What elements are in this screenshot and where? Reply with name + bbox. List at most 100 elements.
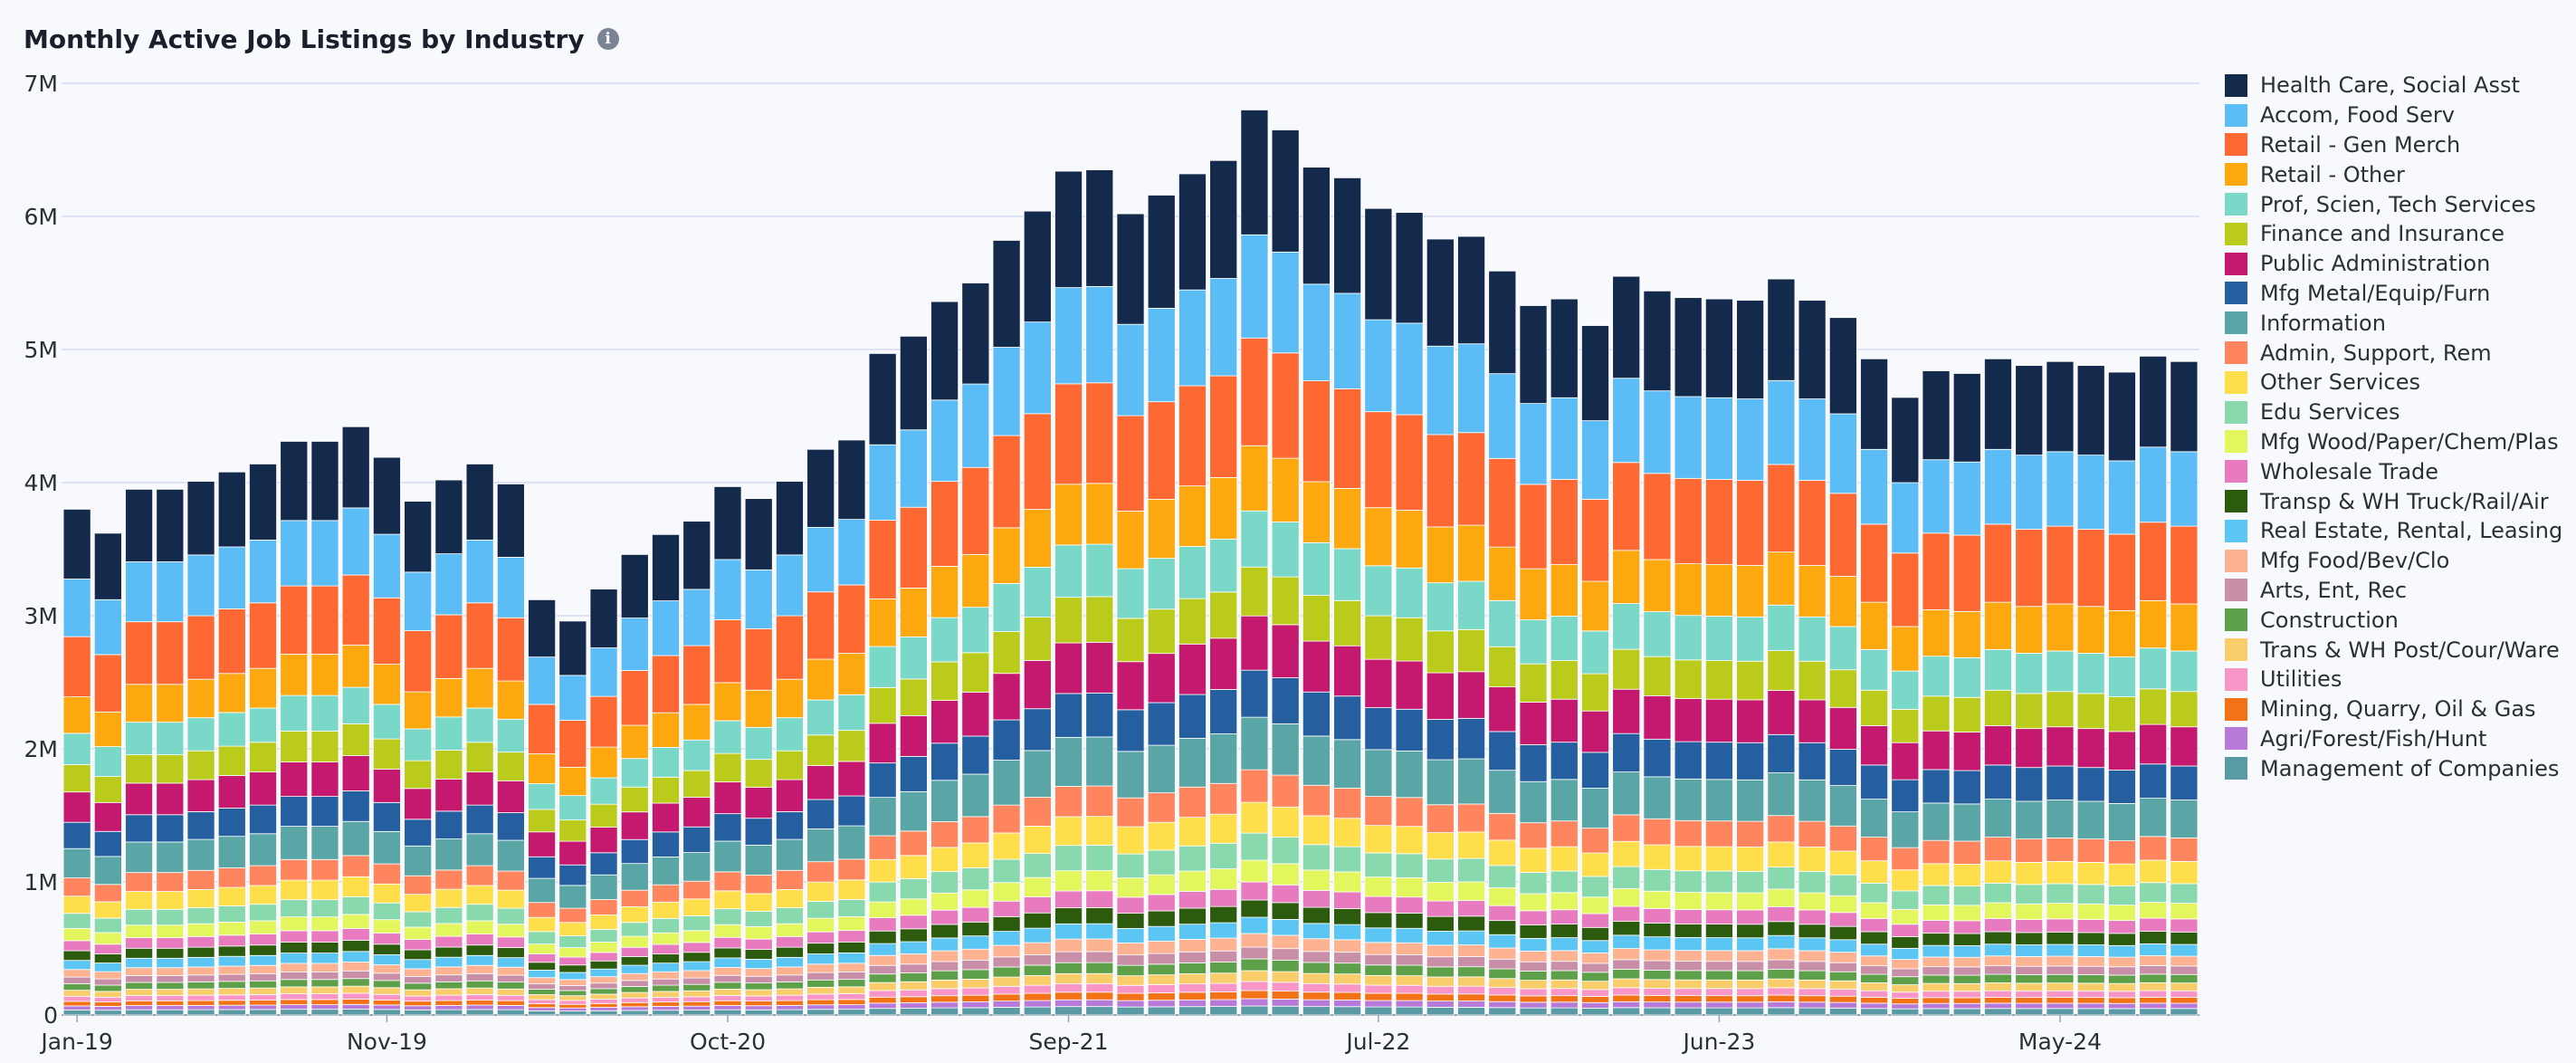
bar-segment[interactable] xyxy=(1798,742,1827,780)
bar-segment[interactable] xyxy=(1240,933,1269,948)
bar-segment[interactable] xyxy=(465,707,494,743)
bar-segment[interactable] xyxy=(1302,595,1331,642)
bar-segment[interactable] xyxy=(310,942,339,953)
bar-segment[interactable] xyxy=(652,884,680,903)
bar-segment[interactable] xyxy=(496,617,525,682)
bar-segment[interactable] xyxy=(217,922,246,936)
bar-segment[interactable] xyxy=(310,972,339,981)
bar-segment[interactable] xyxy=(125,1005,154,1010)
bar-segment[interactable] xyxy=(496,752,525,781)
bar-segment[interactable] xyxy=(1674,819,1703,848)
bar-segment[interactable] xyxy=(930,481,959,567)
bar-segment[interactable] xyxy=(1674,477,1703,565)
bar-segment[interactable] xyxy=(1333,1006,1362,1016)
bar-segment[interactable] xyxy=(496,1009,525,1016)
bar-segment[interactable] xyxy=(1984,997,2012,1004)
bar-segment[interactable] xyxy=(744,938,773,950)
bar-segment[interactable] xyxy=(1643,611,1672,657)
bar-segment[interactable] xyxy=(465,904,494,922)
bar-segment[interactable] xyxy=(620,997,649,1003)
bar-segment[interactable] xyxy=(930,661,959,701)
bar-segment[interactable] xyxy=(372,1009,401,1016)
bar-segment[interactable] xyxy=(528,1003,557,1009)
bar-segment[interactable] xyxy=(1457,628,1486,673)
bar-segment[interactable] xyxy=(1736,398,1765,481)
bar-segment[interactable] xyxy=(837,761,866,797)
bar-segment[interactable] xyxy=(1550,950,1579,962)
bar-segment[interactable] xyxy=(992,435,1021,529)
bar-segment[interactable] xyxy=(93,996,122,1003)
bar-segment[interactable] xyxy=(2139,599,2168,649)
bar-segment[interactable] xyxy=(1704,846,1733,872)
bar-segment[interactable] xyxy=(1054,816,1083,847)
bar-segment[interactable] xyxy=(1550,870,1579,894)
bar-segment[interactable] xyxy=(1023,660,1052,710)
bar-stack[interactable] xyxy=(961,283,990,1016)
bar-segment[interactable] xyxy=(1209,813,1238,844)
bar-segment[interactable] xyxy=(744,726,773,761)
bar-segment[interactable] xyxy=(186,481,215,556)
bar-segment[interactable] xyxy=(125,937,154,949)
bar-segment[interactable] xyxy=(217,973,246,982)
bar-segment[interactable] xyxy=(1023,708,1052,752)
bar-segment[interactable] xyxy=(992,240,1021,348)
bar-segment[interactable] xyxy=(1922,966,1951,976)
bar-segment[interactable] xyxy=(1674,892,1703,910)
bar-segment[interactable] xyxy=(1302,784,1331,817)
bar-segment[interactable] xyxy=(2046,903,2075,920)
bar-segment[interactable] xyxy=(1395,896,1424,914)
bar-segment[interactable] xyxy=(1085,543,1114,598)
bar-segment[interactable] xyxy=(280,694,309,732)
bar-segment[interactable] xyxy=(217,712,246,747)
bar-segment[interactable] xyxy=(93,856,122,886)
bar-segment[interactable] xyxy=(1984,523,2012,603)
bar-segment[interactable] xyxy=(249,964,277,974)
bar-segment[interactable] xyxy=(620,935,649,948)
bar-segment[interactable] xyxy=(1333,908,1362,925)
bar-segment[interactable] xyxy=(434,888,463,908)
bar-segment[interactable] xyxy=(62,1005,91,1010)
bar-segment[interactable] xyxy=(249,1000,277,1006)
bar-segment[interactable] xyxy=(2076,693,2105,730)
bar-stack[interactable] xyxy=(1178,173,1207,1016)
bar-stack[interactable] xyxy=(217,471,246,1016)
bar-segment[interactable] xyxy=(744,1009,773,1016)
bar-segment[interactable] xyxy=(1736,779,1765,822)
bar-segment[interactable] xyxy=(868,881,897,903)
bar-segment[interactable] xyxy=(2015,956,2044,967)
bar-segment[interactable] xyxy=(1333,999,1362,1008)
bar-segment[interactable] xyxy=(806,943,835,954)
bar-segment[interactable] xyxy=(1209,733,1238,784)
bar-segment[interactable] xyxy=(1736,565,1765,618)
bar-segment[interactable] xyxy=(682,1010,711,1016)
bar-segment[interactable] xyxy=(310,520,339,587)
bar-segment[interactable] xyxy=(2046,918,2075,933)
bar-segment[interactable] xyxy=(1984,902,2012,919)
bar-segment[interactable] xyxy=(1704,779,1733,822)
bar-segment[interactable] xyxy=(1054,938,1083,953)
bar-segment[interactable] xyxy=(1922,863,1951,886)
bar-segment[interactable] xyxy=(1209,278,1238,377)
bar-segment[interactable] xyxy=(1426,526,1455,584)
bar-stack[interactable] xyxy=(1860,358,1889,1016)
bar-segment[interactable] xyxy=(1984,943,2012,957)
bar-segment[interactable] xyxy=(1922,609,1951,657)
bar-segment[interactable] xyxy=(125,957,154,969)
bar-segment[interactable] xyxy=(992,976,1021,987)
bar-segment[interactable] xyxy=(1736,961,1765,972)
bar-segment[interactable] xyxy=(465,920,494,934)
bar-segment[interactable] xyxy=(775,994,804,1001)
bar-segment[interactable] xyxy=(310,654,339,696)
bar-segment[interactable] xyxy=(2046,603,2075,652)
bar-segment[interactable] xyxy=(1643,1001,1672,1009)
bar-segment[interactable] xyxy=(1767,604,1796,652)
bar-segment[interactable] xyxy=(465,994,494,1001)
bar-segment[interactable] xyxy=(1054,870,1083,892)
bar-segment[interactable] xyxy=(558,935,587,948)
bar-segment[interactable] xyxy=(280,858,309,881)
bar-segment[interactable] xyxy=(1891,708,1920,743)
bar-segment[interactable] xyxy=(1488,987,1517,996)
bar-segment[interactable] xyxy=(310,796,339,827)
bar-segment[interactable] xyxy=(1302,380,1331,483)
bar-segment[interactable] xyxy=(1116,797,1145,828)
